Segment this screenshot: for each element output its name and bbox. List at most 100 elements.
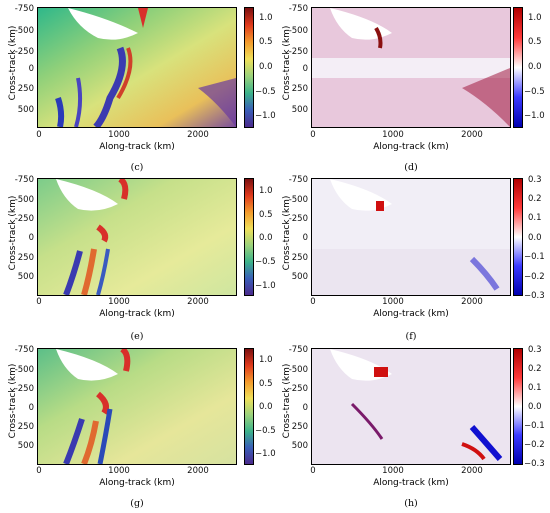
colorbar-tick: −0.1	[524, 421, 545, 431]
panel-caption: (g)	[130, 498, 144, 509]
panel-caption: (e)	[130, 331, 144, 342]
x-tick: 1000	[108, 466, 130, 476]
colorbar-tick: 1.0	[259, 355, 273, 365]
x-axis-label: Along-track (km)	[373, 142, 449, 152]
x-axis-label: Along-track (km)	[99, 478, 175, 488]
y-tick: 0	[28, 403, 34, 413]
panel-caption: (d)	[404, 162, 418, 173]
heatmap-image	[312, 8, 510, 127]
x-axis-label: Along-track (km)	[373, 478, 449, 488]
x-tick: 2000	[187, 466, 209, 476]
y-tick: -250	[14, 47, 34, 57]
x-tick: 0	[310, 130, 316, 140]
x-tick: 0	[36, 297, 42, 307]
y-tick: 0	[302, 233, 308, 243]
y-tick: 250	[291, 253, 308, 263]
panel-caption: (f)	[405, 331, 417, 342]
heatmap-plot	[311, 348, 511, 465]
panel-caption: (h)	[404, 498, 418, 509]
y-tick: 500	[17, 105, 34, 115]
colorbar-tick: 0.2	[528, 194, 542, 204]
colorbar-tick: −0.5	[524, 87, 545, 97]
y-tick: 250	[291, 84, 308, 94]
colorbar	[513, 178, 523, 296]
colorbar-tick: −1.0	[255, 449, 276, 459]
y-tick: -250	[288, 214, 308, 224]
colorbar-tick: −0.3	[524, 459, 545, 469]
colorbar-tick: 0.3	[528, 175, 542, 185]
y-tick: -750	[288, 4, 308, 14]
y-tick: 250	[17, 253, 34, 263]
heatmap-plot	[311, 178, 511, 296]
colorbar-tick: 1.0	[528, 13, 542, 23]
colorbar-tick: −1.0	[255, 111, 276, 121]
x-tick: 1000	[382, 297, 404, 307]
y-tick: -750	[14, 4, 34, 14]
colorbar-tick: −0.5	[255, 87, 276, 97]
y-tick: -500	[14, 365, 34, 375]
colorbar-tick: −1.0	[255, 281, 276, 291]
colorbar-tick: 0.0	[528, 233, 542, 243]
x-tick: 2000	[461, 466, 483, 476]
x-axis-label: Along-track (km)	[99, 309, 175, 319]
colorbar-tick: 1.0	[259, 13, 273, 23]
y-tick: 250	[17, 84, 34, 94]
x-tick: 1000	[108, 130, 130, 140]
y-tick: -750	[288, 345, 308, 355]
y-tick: -500	[288, 195, 308, 205]
x-axis-label: Along-track (km)	[373, 309, 449, 319]
heatmap-plot	[37, 348, 237, 465]
x-axis-label: Along-track (km)	[99, 142, 175, 152]
heatmap-image	[312, 179, 510, 295]
x-tick: 1000	[108, 297, 130, 307]
y-tick: -250	[288, 47, 308, 57]
colorbar-tick: 0.1	[528, 383, 542, 393]
y-tick: 500	[291, 272, 308, 282]
y-tick: -500	[14, 195, 34, 205]
colorbar-tick: −1.0	[524, 111, 545, 121]
colorbar-tick: 0.2	[528, 364, 542, 374]
colorbar-tick: −0.3	[524, 291, 545, 301]
y-tick: -250	[14, 214, 34, 224]
colorbar	[244, 7, 254, 128]
colorbar	[244, 178, 254, 296]
y-tick: 500	[291, 441, 308, 451]
y-tick: -500	[14, 26, 34, 36]
y-tick: 250	[291, 422, 308, 432]
y-tick: 0	[28, 233, 34, 243]
y-tick: -250	[288, 384, 308, 394]
y-tick: -750	[14, 345, 34, 355]
colorbar-tick: 0.5	[259, 379, 273, 389]
colorbar-tick: 0.5	[259, 210, 273, 220]
heatmap-plot	[37, 178, 237, 296]
colorbar	[513, 7, 523, 128]
colorbar-tick: 0.0	[528, 62, 542, 72]
y-tick: -250	[14, 384, 34, 394]
y-tick: 0	[302, 64, 308, 74]
x-tick: 1000	[382, 130, 404, 140]
colorbar	[244, 348, 254, 465]
y-tick: -500	[288, 365, 308, 375]
y-tick: -750	[14, 175, 34, 185]
colorbar-tick: 0.1	[528, 213, 542, 223]
x-tick: 1000	[382, 466, 404, 476]
colorbar-tick: 0.5	[259, 37, 273, 47]
x-tick: 2000	[187, 297, 209, 307]
x-tick: 2000	[461, 297, 483, 307]
x-tick: 0	[36, 130, 42, 140]
colorbar-tick: −0.5	[255, 426, 276, 436]
colorbar-tick: 0.3	[528, 345, 542, 355]
x-tick: 2000	[461, 130, 483, 140]
heatmap-plot	[37, 7, 237, 128]
colorbar-tick: 0.0	[259, 233, 273, 243]
y-tick: 0	[28, 64, 34, 74]
y-tick: -750	[288, 175, 308, 185]
colorbar-tick: 0.0	[528, 402, 542, 412]
heatmap-image	[38, 179, 236, 295]
y-tick: 500	[291, 105, 308, 115]
heatmap-image	[38, 349, 236, 464]
colorbar-tick: −0.2	[524, 272, 545, 282]
colorbar-tick: −0.2	[524, 440, 545, 450]
colorbar-tick: −0.5	[255, 257, 276, 267]
x-tick: 0	[310, 297, 316, 307]
